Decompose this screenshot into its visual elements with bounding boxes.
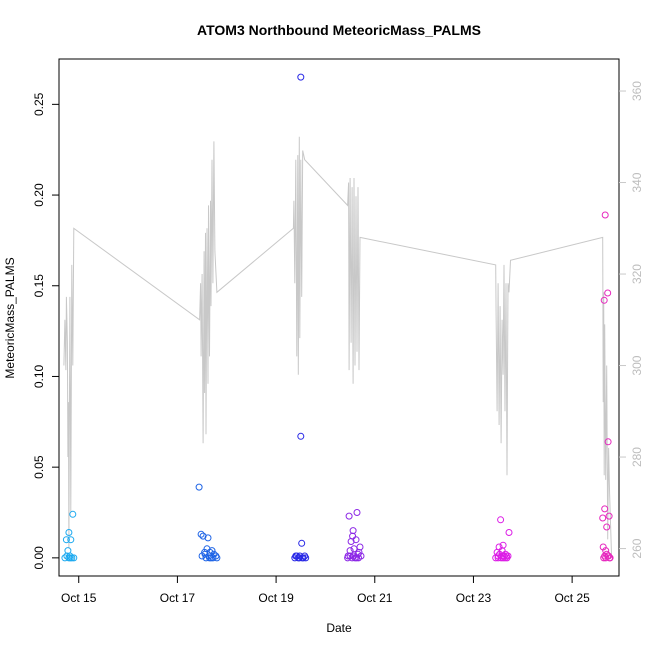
scatter-point [204, 534, 212, 542]
y2-tick-label: 260 [630, 538, 644, 558]
scatter-point [356, 543, 364, 551]
scatter-point [604, 289, 612, 297]
x-tick-label: Oct 19 [258, 591, 294, 605]
scatter-point [349, 527, 357, 535]
scatter-point [605, 512, 613, 520]
line-path [63, 136, 613, 558]
scatter-point [199, 532, 207, 540]
scatter-point [601, 505, 609, 513]
scatter-point [206, 554, 213, 562]
scatter-point [604, 438, 612, 446]
scatter-point [297, 432, 305, 440]
scatter-point [602, 554, 610, 562]
scatter-point [195, 483, 203, 491]
scatter-point [344, 552, 352, 560]
scatter-series [61, 73, 614, 562]
scatter-point [66, 554, 74, 562]
scatter-point [63, 552, 71, 560]
scatter-point [498, 552, 506, 560]
scatter-point [298, 554, 306, 562]
x-tick-label: Oct 25 [554, 591, 590, 605]
y2-tick-label: 320 [630, 264, 644, 284]
scatter-point [499, 541, 507, 549]
scatter-point [503, 552, 510, 560]
x-tick-label: Oct 17 [160, 591, 196, 605]
scatter-point [494, 554, 502, 562]
scatter-point [355, 554, 362, 562]
scatter-point [600, 296, 608, 304]
scatter-point [298, 539, 306, 547]
chart-title: ATOM3 Northbound MeteoricMass_PALMS [197, 22, 481, 38]
scatter-point [353, 554, 360, 562]
y-tick-label: 0.20 [32, 183, 46, 207]
scatter-point [69, 510, 77, 518]
scatter-point [197, 530, 205, 538]
x-tick-label: Oct 23 [456, 591, 492, 605]
scatter-point [352, 536, 360, 544]
scatter-point [201, 550, 209, 558]
y-tick-label: 0.05 [32, 455, 46, 479]
y-tick-label: 0.25 [32, 92, 46, 116]
scatter-point [601, 211, 609, 219]
y-axis-left: 0.00 0.05 0.10 0.15 0.20 0.25 [32, 92, 59, 570]
scatter-point [345, 512, 353, 520]
scatter-point [70, 554, 78, 562]
scatter-point [292, 552, 300, 560]
y-axis-label: MeteoricMass_PALMS [3, 257, 17, 378]
scatter-point [603, 523, 611, 531]
y2-tick-label: 360 [630, 81, 644, 101]
scatter-point [604, 552, 612, 560]
scatter-point [353, 509, 361, 516]
scatter-point [67, 536, 75, 544]
y2-tick-label: 280 [630, 447, 644, 467]
line-series [63, 136, 613, 558]
scatter-point [497, 516, 505, 524]
y2-tick-label: 300 [630, 355, 644, 375]
y2-tick-label: 340 [630, 172, 644, 192]
scatter-point [65, 529, 73, 536]
y-tick-label: 0.15 [32, 274, 46, 298]
scatter-point [599, 514, 607, 522]
scatter-point [213, 554, 221, 562]
scatter-point [208, 547, 216, 555]
x-tick-label: Oct 15 [61, 591, 97, 605]
y-tick-label: 0.00 [32, 546, 46, 570]
scatter-point [606, 554, 614, 562]
x-axis: Oct 15 Oct 17 Oct 19 Oct 21 Oct 23 Oct 25 [61, 576, 590, 605]
x-tick-label: Oct 21 [357, 591, 393, 605]
y-axis-right: 260 280 300 320 340 360 [619, 81, 644, 559]
x-axis-label: Date [326, 621, 352, 635]
scatter-point [297, 73, 305, 81]
y-tick-label: 0.10 [32, 364, 46, 388]
scatter-point [295, 554, 303, 562]
plot-frame [58, 58, 620, 577]
scatter-point [62, 536, 70, 544]
scatter-point [505, 529, 513, 536]
